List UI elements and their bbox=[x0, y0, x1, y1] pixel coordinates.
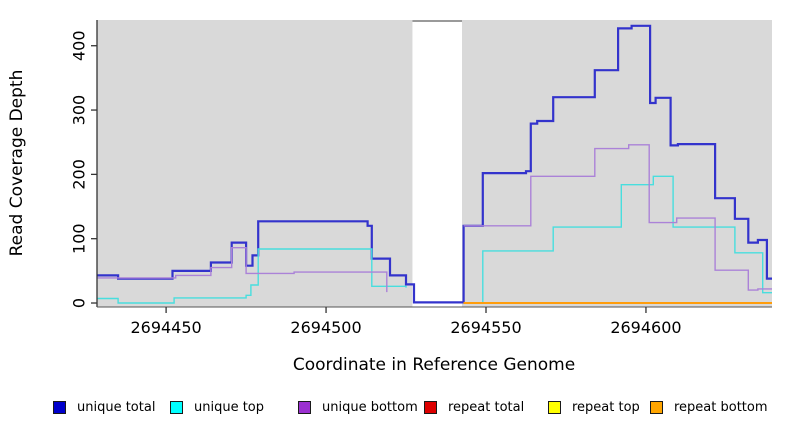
series-line-unique-top bbox=[97, 175, 772, 304]
y-tick-label: 400 bbox=[70, 30, 89, 61]
y-tick-label: 100 bbox=[70, 223, 89, 254]
x-tick-label: 2694550 bbox=[450, 318, 521, 337]
legend-label-repeat-bottom: repeat bottom bbox=[674, 399, 768, 415]
x-tick-label: 2694450 bbox=[130, 318, 201, 337]
repeat-bottom-swatch-icon bbox=[650, 400, 663, 414]
legend-item-repeat-total: repeat total bbox=[424, 394, 524, 420]
legend-item-unique-total: unique total bbox=[53, 394, 155, 420]
y-tick-label: 300 bbox=[70, 95, 89, 126]
unique-total-swatch-icon bbox=[53, 400, 66, 414]
legend-item-repeat-bottom: repeat bottom bbox=[650, 394, 768, 420]
legend-item-repeat-top: repeat top bbox=[548, 394, 640, 420]
x-tick-label: 2694500 bbox=[290, 318, 361, 337]
legend: unique total unique top unique bottom repea… bbox=[0, 394, 792, 424]
unique-top-swatch-icon bbox=[170, 400, 183, 414]
y-tick-label: 200 bbox=[70, 159, 89, 190]
series-line-unique-bottom bbox=[97, 144, 772, 293]
x-axis-title: Coordinate in Reference Genome bbox=[293, 355, 575, 375]
y-axis-title: Read Coverage Depth bbox=[7, 70, 27, 257]
y-tick-label: 0 bbox=[70, 298, 89, 308]
legend-label-unique-bottom: unique bottom bbox=[322, 399, 418, 415]
coverage-plot: 0 100 200 300 400 2694450 2694500 2694550 269460… bbox=[7, 20, 772, 375]
legend-item-unique-top: unique top bbox=[170, 394, 264, 420]
series-line-unique-total bbox=[97, 24, 772, 304]
coverage-plot-svg: 0 100 200 300 400 2694450 2694500 2694550 269460… bbox=[7, 20, 772, 375]
repeat-total-swatch-icon bbox=[424, 400, 437, 414]
no-coverage-gap bbox=[412, 20, 463, 307]
unique-bottom-swatch-icon bbox=[298, 400, 311, 414]
repeat-top-swatch-icon bbox=[548, 400, 561, 414]
legend-item-unique-bottom: unique bottom bbox=[298, 394, 418, 420]
legend-label-repeat-total: repeat total bbox=[448, 399, 525, 415]
gap-top-strip bbox=[412, 20, 463, 22]
x-tick-label: 2694600 bbox=[610, 318, 681, 337]
legend-label-unique-top: unique top bbox=[194, 399, 265, 415]
legend-label-repeat-top: repeat top bbox=[572, 399, 640, 415]
legend-label-unique-total: unique total bbox=[77, 399, 156, 415]
